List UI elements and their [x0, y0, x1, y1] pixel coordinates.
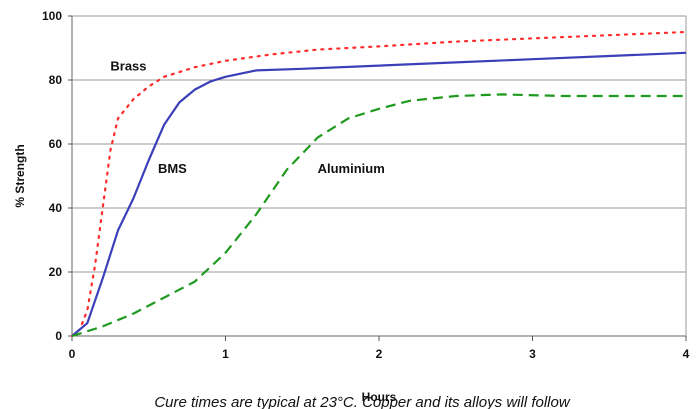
- series-line-brass: [70, 30, 688, 338]
- y-tick-label: 40: [49, 201, 63, 215]
- series-label-brass: Brass: [110, 58, 146, 73]
- x-tick-label: 1: [222, 347, 229, 361]
- x-axis-label: Hours: [362, 390, 397, 404]
- x-tick-label: 2: [376, 347, 383, 361]
- y-tick-label: 80: [49, 73, 63, 87]
- caption-text: Cure times are typical at 23°C. Copper a…: [154, 394, 571, 409]
- y-tick-label: 0: [55, 329, 62, 343]
- horizontal-gridlines: [72, 15, 686, 273]
- series-labels: Brass BMS Aluminium: [110, 58, 384, 175]
- y-tick-label: 100: [42, 9, 62, 23]
- series-line-bms: [71, 51, 687, 337]
- axes: [68, 15, 687, 341]
- series-label-bms: BMS: [158, 161, 187, 176]
- series-lines: [70, 30, 688, 338]
- y-axis-label: % Strength: [13, 144, 27, 207]
- y-tick-labels: 0 20 40 60 80 100: [42, 9, 62, 343]
- series-label-aluminium: Aluminium: [318, 161, 385, 176]
- x-tick-labels: 0 1 2 3 4: [69, 347, 690, 361]
- x-tick-label: 3: [529, 347, 536, 361]
- series-line-aluminium: [71, 93, 686, 338]
- y-tick-label: 60: [49, 137, 63, 151]
- x-tick-label: 0: [69, 347, 76, 361]
- y-tick-label: 20: [49, 265, 63, 279]
- x-tick-label: 4: [683, 347, 690, 361]
